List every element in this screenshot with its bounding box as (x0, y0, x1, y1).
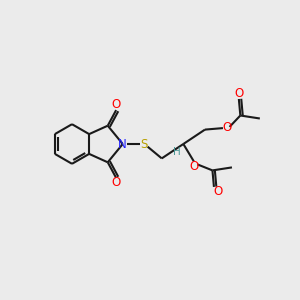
Text: S: S (141, 137, 148, 151)
Text: H: H (173, 147, 181, 158)
Text: O: O (214, 185, 223, 199)
Text: O: O (190, 160, 199, 173)
Text: O: O (222, 121, 232, 134)
Text: O: O (112, 176, 121, 190)
Text: N: N (118, 137, 127, 151)
Text: O: O (112, 98, 121, 112)
Text: O: O (234, 87, 244, 101)
